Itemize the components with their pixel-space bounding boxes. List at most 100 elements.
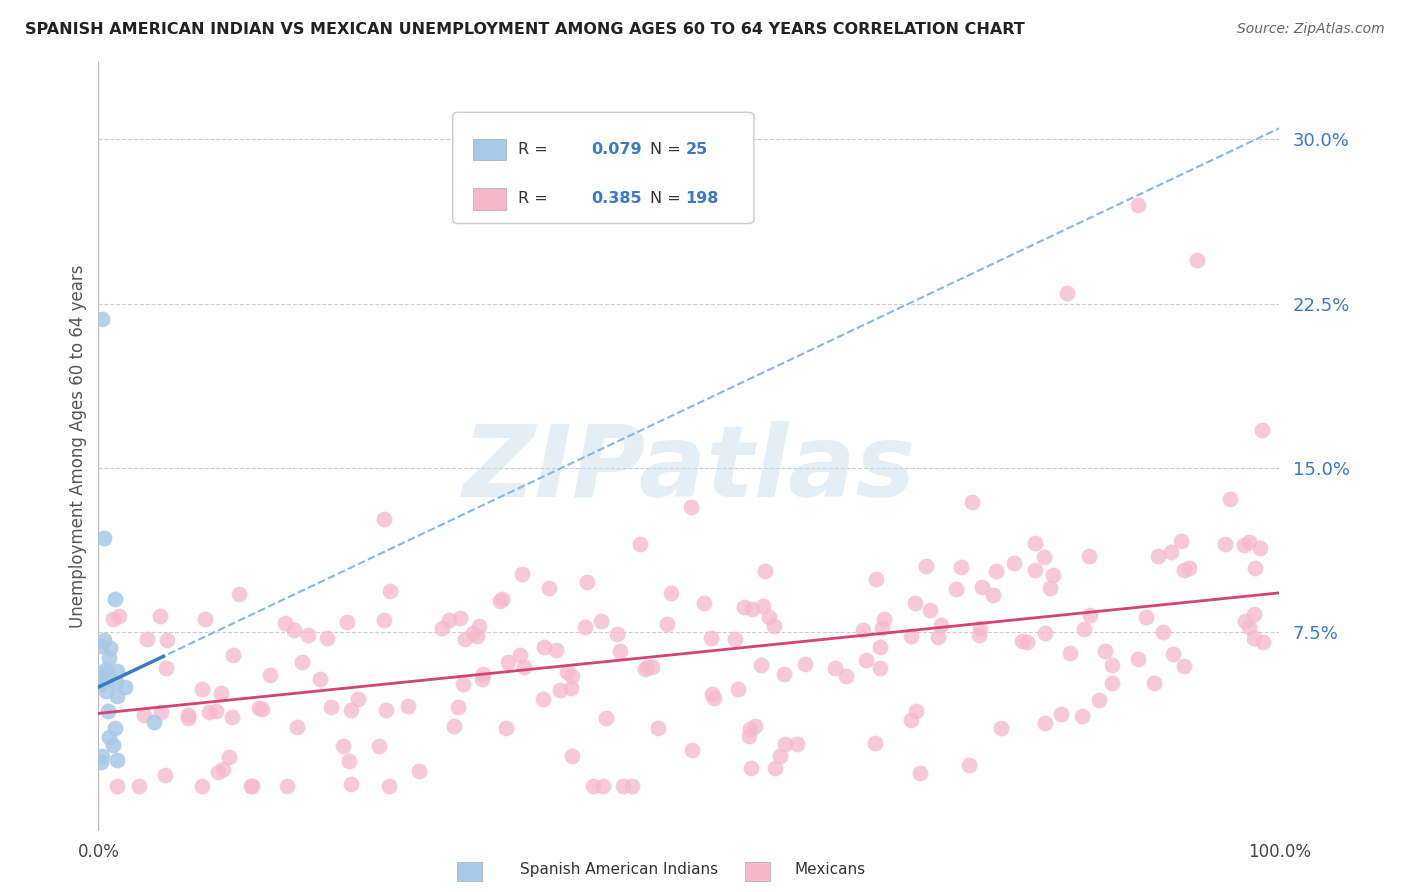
Point xyxy=(297,628,319,642)
Point xyxy=(636,660,658,674)
Point xyxy=(378,583,401,598)
Point xyxy=(1033,549,1056,564)
Point xyxy=(869,640,891,654)
Point xyxy=(209,686,232,700)
Point xyxy=(1234,614,1257,628)
Point xyxy=(336,615,359,629)
Point xyxy=(1237,620,1260,634)
Point xyxy=(437,613,460,627)
Point xyxy=(612,779,634,793)
Text: ZIPatlas: ZIPatlas xyxy=(463,420,915,517)
Point xyxy=(108,608,131,623)
Point xyxy=(852,623,875,637)
Point xyxy=(1078,607,1101,622)
Point xyxy=(373,613,395,627)
Point xyxy=(773,737,796,751)
Point xyxy=(561,669,583,683)
Point xyxy=(143,715,166,730)
Point xyxy=(754,565,776,579)
Point xyxy=(647,721,669,735)
Point xyxy=(945,582,967,596)
Point xyxy=(91,749,114,764)
Point xyxy=(93,633,115,648)
Point xyxy=(259,667,281,681)
Point xyxy=(727,682,749,697)
Point xyxy=(1213,537,1236,551)
Point xyxy=(1178,561,1201,575)
Point xyxy=(496,655,519,669)
Point xyxy=(339,777,361,791)
Text: 198: 198 xyxy=(685,192,718,206)
Text: 25: 25 xyxy=(685,142,707,157)
Text: Mexicans: Mexicans xyxy=(794,863,866,877)
Point xyxy=(250,701,273,715)
Point xyxy=(443,719,465,733)
Point xyxy=(396,698,419,713)
Point xyxy=(641,660,664,674)
Point xyxy=(321,699,343,714)
Text: R =: R = xyxy=(517,142,547,157)
Point xyxy=(794,657,817,671)
Point xyxy=(309,672,332,686)
Point xyxy=(741,601,763,615)
Point xyxy=(240,779,263,793)
Point xyxy=(1135,610,1157,624)
Point xyxy=(592,779,614,793)
Point xyxy=(134,708,156,723)
Point xyxy=(105,690,128,704)
Point xyxy=(1173,563,1195,577)
FancyBboxPatch shape xyxy=(472,188,506,210)
Point xyxy=(105,675,128,690)
Point xyxy=(489,594,512,608)
Point xyxy=(786,737,808,751)
Point xyxy=(628,537,651,551)
Point xyxy=(1011,633,1033,648)
Point xyxy=(205,704,228,718)
Text: SPANISH AMERICAN INDIAN VS MEXICAN UNEMPLOYMENT AMONG AGES 60 TO 64 YEARS CORREL: SPANISH AMERICAN INDIAN VS MEXICAN UNEMP… xyxy=(25,22,1025,37)
Point xyxy=(1244,561,1267,575)
Point xyxy=(98,640,121,655)
Point xyxy=(744,719,766,733)
Point xyxy=(900,629,922,643)
Point xyxy=(869,661,891,675)
Point xyxy=(606,627,628,641)
Point xyxy=(733,599,755,614)
Point xyxy=(340,703,363,717)
Point xyxy=(105,779,128,793)
Point xyxy=(969,621,991,635)
Point xyxy=(920,603,942,617)
Point xyxy=(378,779,401,793)
Point xyxy=(96,684,118,698)
Point xyxy=(222,648,245,663)
Point xyxy=(155,661,177,675)
Point xyxy=(949,559,972,574)
Point xyxy=(491,591,513,606)
Point xyxy=(1050,706,1073,721)
Point xyxy=(1170,533,1192,548)
Point xyxy=(1237,535,1260,549)
Point xyxy=(191,681,214,696)
Point xyxy=(228,587,250,601)
FancyBboxPatch shape xyxy=(472,138,506,160)
Point xyxy=(211,762,233,776)
Point xyxy=(769,749,792,764)
Point xyxy=(104,721,127,735)
Point xyxy=(724,632,747,646)
Point xyxy=(655,616,678,631)
Point xyxy=(699,631,721,645)
Point xyxy=(136,632,159,646)
Point xyxy=(595,711,617,725)
Point xyxy=(107,665,129,679)
Text: R =: R = xyxy=(517,192,547,206)
Text: 0.385: 0.385 xyxy=(591,192,641,206)
Point xyxy=(693,596,716,610)
Point xyxy=(1251,423,1274,437)
Point xyxy=(835,669,858,683)
Point xyxy=(900,713,922,727)
Point xyxy=(1160,545,1182,559)
Point xyxy=(114,680,136,694)
Point xyxy=(510,566,533,581)
Point xyxy=(967,628,990,642)
Point xyxy=(962,495,984,509)
Point xyxy=(1243,607,1265,621)
